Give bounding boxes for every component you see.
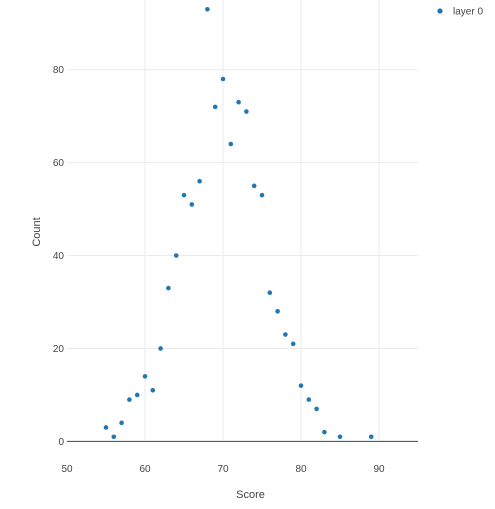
data-point[interactable] bbox=[173, 253, 179, 258]
x-tick-label: 70 bbox=[217, 464, 229, 475]
tick-label-layer: 50 60 70 80 90 0 20 40 60 80 bbox=[53, 65, 385, 475]
data-point[interactable] bbox=[189, 202, 195, 207]
data-point[interactable] bbox=[119, 420, 124, 426]
y-tick-label: 80 bbox=[53, 65, 65, 76]
y-axis-title: Count bbox=[31, 217, 43, 246]
data-point[interactable] bbox=[244, 109, 249, 114]
data-point[interactable] bbox=[236, 99, 241, 105]
data-point[interactable] bbox=[267, 290, 273, 296]
x-tick-label: 50 bbox=[61, 464, 73, 475]
x-axis-title: Score bbox=[236, 489, 265, 501]
data-point[interactable] bbox=[197, 178, 202, 184]
data-point[interactable] bbox=[259, 192, 265, 198]
data-point[interactable] bbox=[322, 429, 327, 435]
data-point[interactable] bbox=[228, 141, 234, 147]
legend-marker-layer-0[interactable] bbox=[437, 8, 443, 14]
x-tick-label: 80 bbox=[295, 464, 307, 475]
data-point[interactable] bbox=[127, 397, 132, 402]
data-point[interactable] bbox=[368, 434, 374, 440]
data-point[interactable] bbox=[220, 76, 226, 82]
data-point[interactable] bbox=[314, 406, 319, 412]
legend-label-layer-0[interactable]: layer 0 bbox=[453, 7, 483, 18]
data-point[interactable] bbox=[298, 383, 304, 388]
data-points-layer bbox=[103, 6, 374, 440]
grid-layer bbox=[67, 0, 418, 440]
data-point[interactable] bbox=[142, 374, 148, 379]
data-point[interactable] bbox=[166, 285, 171, 291]
data-point[interactable] bbox=[290, 341, 296, 347]
data-point[interactable] bbox=[306, 397, 312, 402]
data-point[interactable] bbox=[275, 309, 280, 314]
data-point[interactable] bbox=[283, 332, 288, 337]
y-tick-label: 20 bbox=[53, 344, 65, 355]
data-point[interactable] bbox=[111, 434, 117, 440]
legend[interactable]: layer 0 bbox=[437, 7, 483, 18]
data-point[interactable] bbox=[103, 425, 109, 430]
data-point[interactable] bbox=[205, 6, 210, 12]
data-point[interactable] bbox=[212, 104, 218, 110]
y-tick-label: 60 bbox=[53, 158, 65, 169]
data-point[interactable] bbox=[337, 434, 343, 440]
y-tick-label: 0 bbox=[58, 437, 64, 448]
data-point[interactable] bbox=[158, 346, 163, 351]
data-point[interactable] bbox=[251, 183, 257, 189]
x-tick-label: 90 bbox=[373, 464, 385, 475]
x-tick-label: 60 bbox=[139, 464, 151, 475]
y-tick-label: 40 bbox=[53, 251, 65, 262]
data-point[interactable] bbox=[134, 392, 140, 398]
data-point[interactable] bbox=[150, 388, 156, 393]
data-point[interactable] bbox=[181, 192, 187, 198]
